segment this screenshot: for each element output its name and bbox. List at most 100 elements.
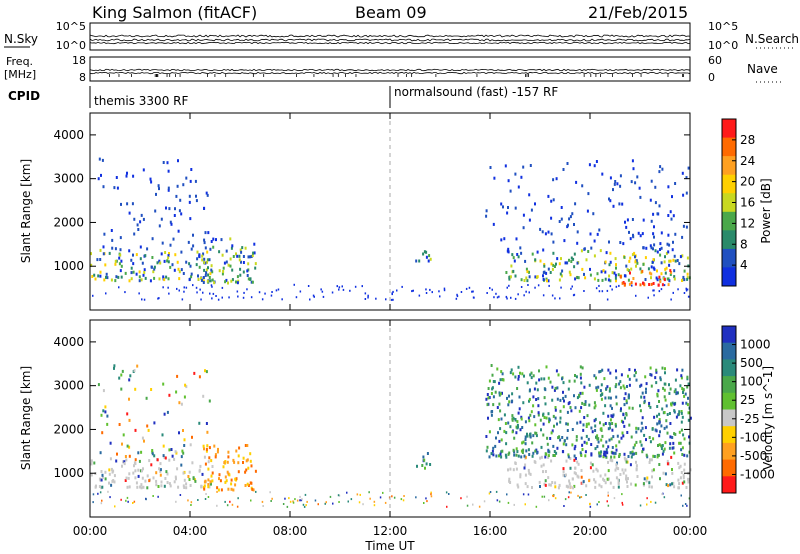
data-cell bbox=[126, 485, 129, 489]
data-cell bbox=[250, 464, 253, 468]
data-cell bbox=[569, 406, 572, 409]
data-cell bbox=[505, 442, 508, 446]
data-cell bbox=[107, 490, 109, 493]
data-cell bbox=[422, 455, 425, 459]
data-cell bbox=[607, 445, 610, 449]
data-cell bbox=[496, 296, 499, 299]
data-cell bbox=[611, 428, 614, 432]
data-cell bbox=[350, 498, 353, 501]
data-cell bbox=[486, 292, 488, 294]
data-cell bbox=[247, 262, 250, 266]
data-cell bbox=[552, 178, 555, 182]
data-cell bbox=[524, 482, 527, 486]
data-cell bbox=[662, 471, 665, 475]
data-cell bbox=[686, 272, 689, 276]
data-cell bbox=[660, 447, 663, 450]
data-cell bbox=[589, 503, 591, 506]
data-cell bbox=[520, 455, 523, 459]
data-cell bbox=[546, 279, 548, 283]
data-cell bbox=[204, 498, 207, 500]
data-cell bbox=[155, 192, 157, 196]
data-cell bbox=[205, 268, 208, 272]
data-cell bbox=[553, 454, 556, 457]
data-cell bbox=[223, 461, 226, 465]
data-cell bbox=[204, 231, 207, 235]
data-cell bbox=[663, 278, 666, 282]
data-cell bbox=[658, 418, 661, 422]
data-cell bbox=[683, 269, 686, 273]
data-cell bbox=[115, 459, 118, 463]
data-cell bbox=[673, 277, 676, 281]
data-cell bbox=[113, 366, 115, 370]
data-cell bbox=[650, 272, 653, 276]
data-cell bbox=[498, 402, 501, 406]
data-cell bbox=[555, 451, 558, 455]
data-cell bbox=[547, 279, 550, 283]
data-cell bbox=[296, 499, 299, 502]
data-cell bbox=[110, 467, 113, 471]
data-cell bbox=[180, 455, 183, 459]
data-cell bbox=[614, 273, 617, 277]
data-cell bbox=[508, 277, 511, 281]
data-cell bbox=[585, 494, 587, 496]
data-cell bbox=[528, 291, 530, 294]
data-cell bbox=[632, 235, 635, 239]
data-cell bbox=[110, 229, 113, 232]
data-cell bbox=[652, 454, 655, 458]
data-cell bbox=[554, 297, 556, 300]
data-cell bbox=[669, 435, 672, 439]
data-cell bbox=[558, 278, 561, 282]
data-cell bbox=[615, 463, 618, 467]
data-cell bbox=[653, 289, 655, 292]
data-cell bbox=[120, 259, 123, 263]
data-cell bbox=[617, 273, 620, 277]
data-cell bbox=[682, 473, 685, 477]
data-cell bbox=[155, 471, 158, 475]
data-cell bbox=[196, 291, 198, 294]
data-cell bbox=[144, 254, 147, 258]
data-cell bbox=[111, 470, 114, 474]
data-cell bbox=[499, 427, 502, 431]
data-cell bbox=[247, 466, 250, 470]
data-cell bbox=[624, 220, 626, 224]
data-cell bbox=[669, 442, 672, 446]
data-cell bbox=[607, 494, 609, 497]
data-cell bbox=[628, 423, 631, 427]
data-cell bbox=[607, 278, 610, 282]
data-cell bbox=[523, 279, 526, 282]
data-cell bbox=[639, 195, 642, 199]
data-cell bbox=[128, 378, 131, 382]
data-cell bbox=[618, 202, 621, 206]
data-cell bbox=[682, 275, 685, 279]
data-cell bbox=[603, 377, 606, 381]
data-cell bbox=[663, 411, 666, 414]
x-tick-label: 00:00 bbox=[73, 524, 108, 538]
data-cell bbox=[121, 442, 123, 446]
data-cell bbox=[169, 484, 172, 488]
colorbar-swatch bbox=[722, 359, 736, 377]
data-cell bbox=[688, 497, 691, 500]
data-cell bbox=[117, 275, 120, 279]
data-cell bbox=[531, 252, 534, 256]
data-cell bbox=[517, 255, 520, 259]
data-cell bbox=[182, 183, 185, 187]
data-cell bbox=[524, 259, 527, 263]
data-cell bbox=[156, 458, 159, 462]
data-cell bbox=[218, 473, 221, 477]
data-cell bbox=[650, 219, 653, 223]
data-cell bbox=[679, 255, 682, 259]
data-cell bbox=[99, 274, 102, 278]
data-cell bbox=[208, 399, 211, 403]
data-cell bbox=[655, 381, 658, 385]
data-cell bbox=[207, 467, 210, 471]
data-cell bbox=[593, 164, 596, 168]
data-cell bbox=[585, 422, 588, 426]
data-cell bbox=[578, 393, 581, 397]
freq-frame bbox=[89, 56, 691, 82]
data-cell bbox=[652, 437, 655, 441]
data-cell bbox=[571, 477, 574, 481]
data-cell bbox=[594, 404, 597, 408]
data-cell bbox=[634, 368, 636, 372]
